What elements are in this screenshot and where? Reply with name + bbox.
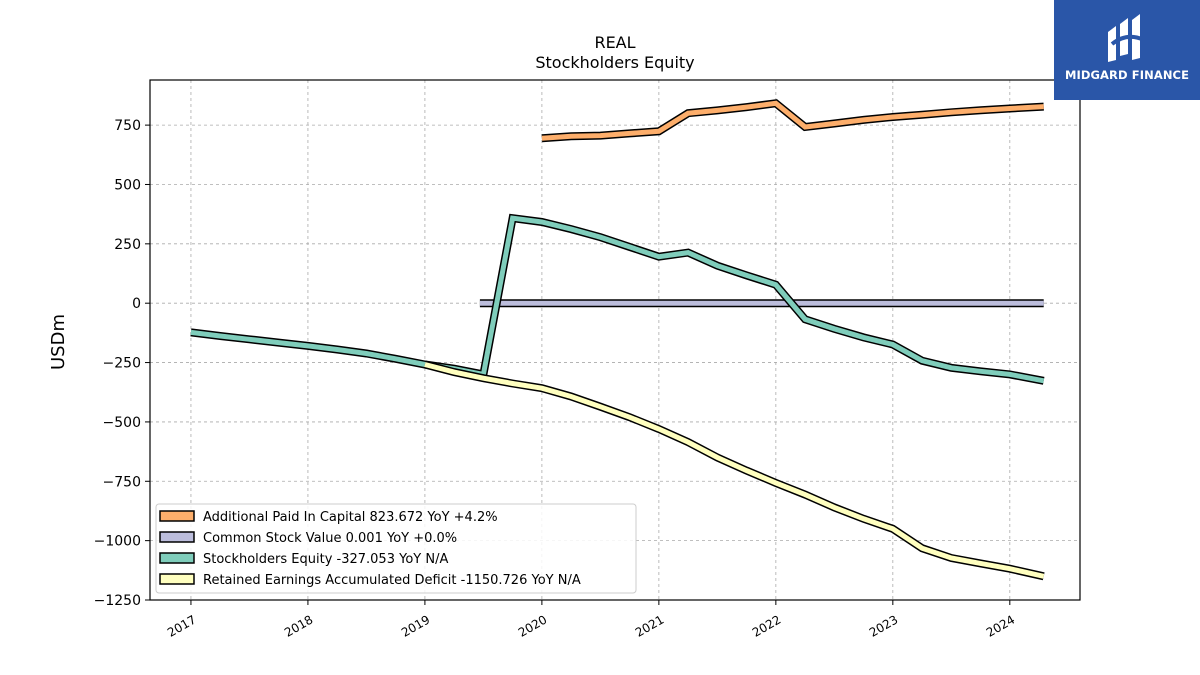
y-tick-label: 0 [132,296,141,312]
legend-label: Additional Paid In Capital 823.672 YoY +… [203,510,498,525]
y-tick-label: 250 [114,237,141,253]
legend-label: Retained Earnings Accumulated Deficit -1… [203,573,581,588]
plot-frame [149,79,1081,601]
brand-name: MIDGARD FINANCE [1064,68,1190,82]
y-tick-label: 500 [114,177,141,193]
y-tick-label: −1000 [94,534,141,550]
series-line-stockholders-equity [190,215,1045,384]
legend-swatch [159,573,195,585]
brand-logo: MIDGARD FINANCE [1054,0,1200,100]
y-tick-label: −250 [103,356,141,372]
y-tick-label: −500 [103,415,141,431]
midgard-logo-icon [1108,14,1145,62]
y-tick-label: 750 [114,118,141,134]
legend-swatch [159,552,195,564]
legend-label: Stockholders Equity -327.053 YoY N/A [203,552,448,567]
grid [150,80,1080,601]
legend-swatch [159,531,195,543]
legend-box [155,503,637,594]
y-axis: −1250 −1000 −750 −500 −250 0 250 500 750 [94,118,150,609]
chart-title: REAL [594,33,635,52]
y-tick-label: −750 [103,474,141,490]
series-lines [190,99,1045,581]
legend-label: Common Stock Value 0.001 YoY +0.0% [203,531,457,546]
series-line-retained-earnings-accumulated-deficit [424,362,1045,579]
legend-swatch [159,510,195,522]
y-tick-label: −1250 [94,593,141,609]
series-line-additional-paid-in-capital [541,100,1044,141]
chart-subtitle: Stockholders Equity [535,53,694,72]
legend: Additional Paid In Capital 823.672 YoY +… [155,503,637,594]
y-axis-label: USDm [48,314,69,370]
